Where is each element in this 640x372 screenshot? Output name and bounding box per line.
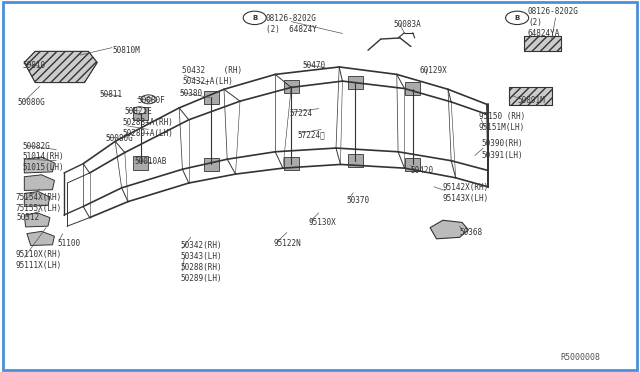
Text: 50470: 50470	[302, 61, 325, 70]
Text: 50368: 50368	[460, 228, 483, 237]
Text: 50010AB: 50010AB	[134, 157, 167, 166]
Text: 50080G: 50080G	[18, 98, 45, 107]
Bar	[509, 87, 552, 105]
Text: 50080F: 50080F	[138, 96, 165, 105]
Text: B: B	[252, 15, 257, 21]
Bar	[405, 82, 420, 95]
Text: 95142X(RH)
95143X(LH): 95142X(RH) 95143X(LH)	[443, 183, 489, 203]
Text: 50080G: 50080G	[106, 134, 133, 143]
Bar	[524, 36, 561, 51]
Polygon shape	[24, 157, 54, 173]
Circle shape	[243, 11, 266, 25]
Text: B: B	[515, 15, 520, 21]
Text: 51100: 51100	[58, 239, 81, 248]
Text: 50810M: 50810M	[112, 46, 140, 55]
Text: 95150 (RH)
95151M(LH): 95150 (RH) 95151M(LH)	[479, 112, 525, 132]
Text: 50083A: 50083A	[394, 20, 421, 29]
Polygon shape	[24, 175, 54, 190]
Bar	[204, 158, 219, 171]
Text: 50810: 50810	[22, 61, 45, 70]
Text: 75154X(RH)
75155X(LH): 75154X(RH) 75155X(LH)	[16, 193, 62, 213]
Text: 50432    (RH)
50432+A(LH): 50432 (RH) 50432+A(LH)	[182, 66, 243, 86]
Text: 50811: 50811	[99, 90, 122, 99]
Bar	[284, 80, 299, 93]
Text: 50342(RH)
50343(LH): 50342(RH) 50343(LH)	[180, 241, 222, 261]
Circle shape	[133, 107, 146, 114]
Circle shape	[141, 95, 156, 104]
Text: R5000008: R5000008	[560, 353, 600, 362]
Text: 60129X: 60129X	[419, 66, 447, 75]
Polygon shape	[27, 231, 54, 246]
Text: 50891M: 50891M	[517, 96, 545, 105]
Bar	[348, 154, 363, 167]
Text: 08126-8202G
(2)  64824Y: 08126-8202G (2) 64824Y	[266, 14, 316, 34]
Text: 95122N: 95122N	[274, 239, 301, 248]
Bar	[348, 76, 363, 89]
Bar	[284, 157, 299, 170]
Text: 51014(RH)
51015(LH): 51014(RH) 51015(LH)	[22, 152, 64, 172]
Circle shape	[506, 11, 529, 25]
Text: 95110X(RH)
95111X(LH): 95110X(RH) 95111X(LH)	[16, 250, 62, 270]
Bar	[509, 87, 552, 105]
Text: 50821E: 50821E	[125, 107, 152, 116]
Polygon shape	[24, 51, 97, 83]
Text: 57224: 57224	[289, 109, 312, 118]
Bar	[133, 156, 148, 170]
Text: 50312: 50312	[16, 213, 39, 222]
Text: 50420: 50420	[411, 166, 434, 175]
Bar	[133, 107, 148, 120]
Text: 50370: 50370	[347, 196, 370, 205]
Text: 50380: 50380	[179, 89, 202, 97]
Text: 50082G: 50082G	[22, 142, 50, 151]
Polygon shape	[24, 213, 50, 227]
Bar	[405, 158, 420, 171]
Text: 50288+A(RH)
50289+A(LH): 50288+A(RH) 50289+A(LH)	[123, 118, 173, 138]
Bar	[204, 91, 219, 104]
Polygon shape	[430, 220, 468, 239]
Text: 95130X: 95130X	[308, 218, 336, 227]
Text: 50390(RH)
50391(LH): 50390(RH) 50391(LH)	[481, 140, 523, 160]
Bar	[524, 36, 561, 51]
Text: 08126-8202G
(2)
64824YA: 08126-8202G (2) 64824YA	[528, 7, 579, 38]
Text: 57224␉: 57224␉	[298, 130, 325, 139]
Text: 50288(RH)
50289(LH): 50288(RH) 50289(LH)	[180, 263, 222, 283]
Polygon shape	[24, 192, 50, 206]
